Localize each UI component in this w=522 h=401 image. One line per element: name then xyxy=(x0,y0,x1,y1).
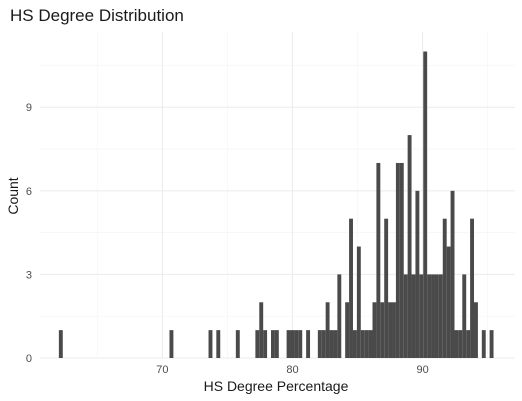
histogram-bar xyxy=(419,274,424,358)
histogram-bar xyxy=(470,218,475,358)
histogram-bar xyxy=(395,162,400,358)
histogram-bar xyxy=(294,330,299,358)
histogram-bar xyxy=(216,330,221,358)
histogram-bar xyxy=(169,330,174,358)
histogram-bar xyxy=(58,330,63,358)
histogram-bar xyxy=(321,330,326,358)
histogram-bars xyxy=(58,51,494,358)
y-tick-label: 9 xyxy=(26,102,32,114)
histogram-bar xyxy=(403,274,408,358)
y-axis-title: Count xyxy=(5,177,21,214)
histogram-bar xyxy=(415,190,420,358)
histogram-bar xyxy=(431,274,435,358)
histogram-bar xyxy=(306,330,311,358)
histogram-bar xyxy=(474,302,478,358)
x-tick-label: 80 xyxy=(286,364,298,376)
histogram-bar xyxy=(450,190,455,358)
histogram-bar xyxy=(427,274,432,358)
y-tick-label: 3 xyxy=(26,269,32,281)
histogram-bar xyxy=(368,330,373,358)
histogram-bar xyxy=(462,274,467,358)
histogram-bar xyxy=(407,135,412,358)
histogram-bar xyxy=(259,302,264,358)
histogram-bar xyxy=(345,302,350,358)
x-tick-label: 70 xyxy=(156,364,168,376)
histogram-bar xyxy=(376,162,381,358)
x-tick-label: 90 xyxy=(416,364,428,376)
histogram-bar xyxy=(392,302,396,358)
histogram-bar xyxy=(466,330,471,358)
histogram-bar xyxy=(317,330,322,358)
histogram-bar xyxy=(454,330,459,358)
histogram-bar xyxy=(434,274,439,358)
histogram-bar xyxy=(208,330,213,358)
histogram-bar xyxy=(384,218,389,358)
histogram-bar xyxy=(360,330,365,358)
histogram-bar xyxy=(333,330,338,358)
histogram-bar xyxy=(372,302,377,358)
histogram-bar xyxy=(352,330,357,358)
histogram-bar xyxy=(286,330,291,358)
histogram-bar xyxy=(329,330,334,358)
tick-labels: 70 80 90 0 3 6 9 xyxy=(26,102,429,376)
histogram-bar xyxy=(481,330,486,358)
chart-title: HS Degree Distribution xyxy=(10,6,184,25)
histogram-bar xyxy=(298,330,303,358)
histogram-bar xyxy=(411,274,416,358)
histogram-bar xyxy=(274,330,279,358)
histogram-bar xyxy=(423,51,428,358)
histogram-bar xyxy=(489,330,494,358)
histogram-bar xyxy=(399,162,404,358)
y-tick-label: 6 xyxy=(26,186,32,198)
histogram-bar xyxy=(364,330,369,358)
histogram-bar xyxy=(270,330,275,358)
histogram-bar xyxy=(337,274,342,358)
histogram-bar xyxy=(388,302,393,358)
histogram-bar xyxy=(255,330,260,358)
histogram-bar xyxy=(235,330,240,358)
histogram-bar xyxy=(356,246,361,358)
histogram-bar xyxy=(290,330,295,358)
x-axis-title: HS Degree Percentage xyxy=(204,378,349,394)
histogram-bar xyxy=(325,302,330,358)
histogram-bar xyxy=(349,218,353,358)
histogram-bar xyxy=(438,274,443,358)
histogram-bar xyxy=(446,246,451,358)
histogram-bar xyxy=(442,218,447,358)
histogram-bar xyxy=(263,330,268,358)
histogram-bar xyxy=(458,330,463,358)
y-tick-label: 0 xyxy=(26,353,32,365)
histogram-bar xyxy=(380,302,385,358)
